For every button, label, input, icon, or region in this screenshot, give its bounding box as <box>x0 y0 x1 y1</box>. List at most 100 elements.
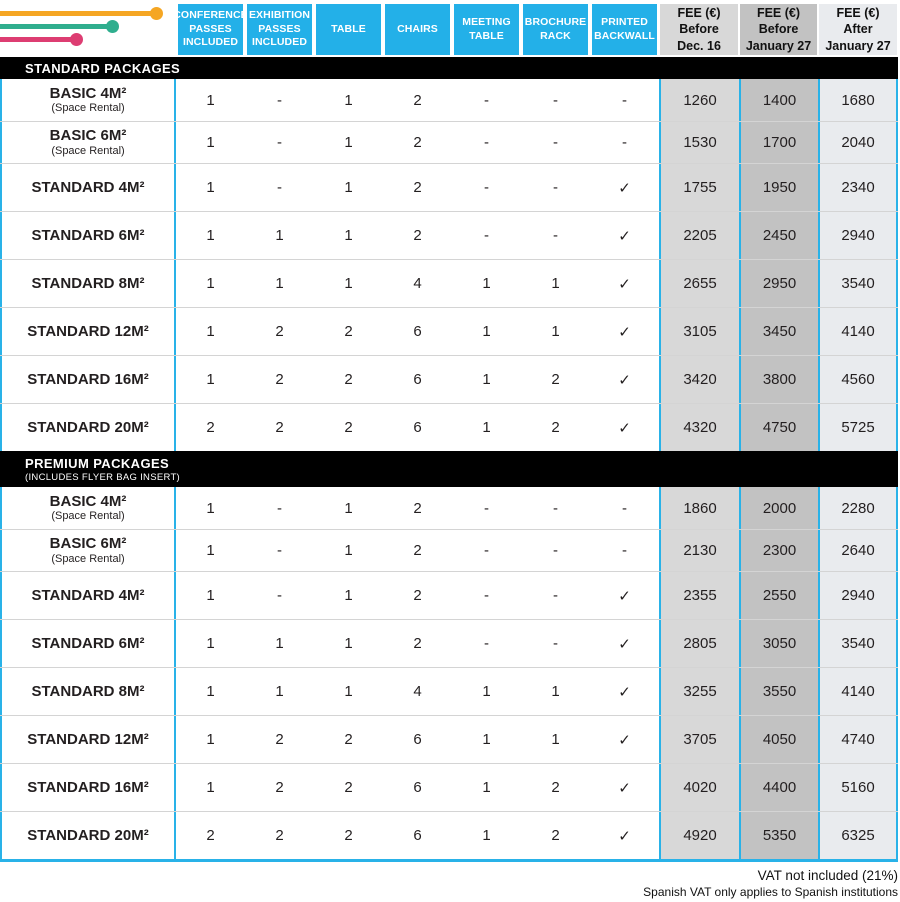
checkmark-icon: ✓ <box>618 827 631 845</box>
checkmark-icon: ✓ <box>618 587 631 605</box>
header-amenity-4: MEETING TABLE <box>454 4 519 55</box>
fee-value: 3420 <box>659 356 739 403</box>
checkmark-icon: ✓ <box>618 323 631 341</box>
amenity-value: 1 <box>206 134 215 151</box>
amenity-value: - <box>484 227 489 244</box>
fee-value: 2640 <box>818 530 898 571</box>
amenity-value: 1 <box>275 227 284 244</box>
amenity-value: - <box>622 91 627 109</box>
amenity-value: 2 <box>551 419 560 436</box>
package-name: STANDARD 4M² <box>31 178 145 196</box>
checkmark-icon: ✓ <box>618 179 631 197</box>
checkmark-icon: ✓ <box>618 731 631 749</box>
amenity-value: 1 <box>206 542 215 559</box>
fee-value: 5725 <box>818 404 898 451</box>
package-name-cell: STANDARD 20M² <box>0 404 176 451</box>
amenity-value: 1 <box>206 683 215 700</box>
amenity-value: 6 <box>413 419 422 436</box>
fee-value: 1260 <box>659 79 739 121</box>
amenity-value: - <box>277 134 282 151</box>
header-fee-0: FEE (€) Before Dec. 16 <box>660 4 738 55</box>
amenity-value: - <box>553 179 558 196</box>
amenity-value: 6 <box>413 731 422 748</box>
fee-value: 3105 <box>659 308 739 355</box>
package-name-cell: STANDARD 4M² <box>0 164 176 211</box>
fee-value: 2280 <box>818 487 898 529</box>
amenity-value: - <box>622 499 627 517</box>
fee-value: 2550 <box>739 572 818 619</box>
amenity-value: 2 <box>551 371 560 388</box>
section-subtitle: (INCLUDES FLYER BAG INSERT) <box>25 471 181 483</box>
amenity-value: - <box>553 635 558 652</box>
amenity-value: - <box>553 499 558 517</box>
amenity-value: 1 <box>344 275 353 292</box>
table-row: STANDARD 20M² 2 2 2 6 1 2 ✓ 4920 5350 6325 <box>0 811 898 859</box>
footer: VAT not included (21%) Spanish VAT only … <box>0 862 898 901</box>
amenity-value: - <box>553 227 558 244</box>
fee-value: 2950 <box>739 260 818 307</box>
package-name: BASIC 6M² <box>49 127 127 145</box>
amenity-value: 1 <box>482 419 491 436</box>
fee-value: 2655 <box>659 260 739 307</box>
amenity-value: 1 <box>482 731 491 748</box>
amenity-value: 1 <box>482 275 491 292</box>
checkmark-icon: ✓ <box>618 275 631 293</box>
amenity-value: 2 <box>275 731 284 748</box>
amenity-value: 1 <box>344 499 353 517</box>
amenity-value: - <box>622 134 627 151</box>
header-amenity-1: EXHIBITION PASSES INCLUDED <box>247 4 312 55</box>
amenity-value: 1 <box>275 635 284 652</box>
package-name-cell: BASIC 6M² (Space Rental) <box>0 122 176 163</box>
amenity-value: 1 <box>275 683 284 700</box>
fee-value: 2940 <box>818 572 898 619</box>
fee-value: 2805 <box>659 620 739 667</box>
decoration-dot-orange <box>150 7 163 20</box>
package-name-cell: STANDARD 6M² <box>0 212 176 259</box>
amenity-value: 1 <box>551 683 560 700</box>
amenity-value: 2 <box>344 731 353 748</box>
amenity-value: 6 <box>413 779 422 796</box>
checkmark-icon: ✓ <box>618 779 631 797</box>
amenity-value: 1 <box>344 587 353 604</box>
section-band: PREMIUM PACKAGES (INCLUDES FLYER BAG INSE… <box>0 451 898 487</box>
fee-value: 1700 <box>739 122 818 163</box>
table-bottom-border <box>0 859 898 862</box>
amenity-value: 4 <box>413 275 422 292</box>
amenity-value: 2 <box>344 323 353 340</box>
fee-value: 4050 <box>739 716 818 763</box>
amenity-value: - <box>484 542 489 559</box>
fee-value: 1400 <box>739 79 818 121</box>
package-name: BASIC 6M² <box>49 535 127 553</box>
package-name-cell: STANDARD 20M² <box>0 812 176 859</box>
fee-value: 4320 <box>659 404 739 451</box>
fee-value: 4140 <box>818 668 898 715</box>
amenity-value: - <box>484 134 489 151</box>
amenity-value: - <box>277 499 282 517</box>
amenity-value: 6 <box>413 323 422 340</box>
amenity-value: 1 <box>344 134 353 151</box>
amenity-value: 1 <box>344 683 353 700</box>
table-row: STANDARD 8M² 1 1 1 4 1 1 ✓ 2655 2950 3540 <box>0 259 898 307</box>
decoration-dot-pink <box>70 33 83 46</box>
header-amenity-5: BROCHURE RACK <box>523 4 588 55</box>
amenity-value: 2 <box>275 323 284 340</box>
table-row: STANDARD 16M² 1 2 2 6 1 2 ✓ 3420 3800 4560 <box>0 355 898 403</box>
amenity-value: 1 <box>551 323 560 340</box>
fee-value: 4740 <box>818 716 898 763</box>
package-name: STANDARD 20M² <box>27 826 149 844</box>
fee-value: 3800 <box>739 356 818 403</box>
decoration-line-orange <box>0 11 152 16</box>
amenity-value: 2 <box>551 827 560 844</box>
amenity-value: 2 <box>413 227 422 244</box>
header-fee-2: FEE (€) After January 27 <box>819 4 897 55</box>
fee-value: 2450 <box>739 212 818 259</box>
amenity-value: - <box>484 91 489 109</box>
amenity-value: 1 <box>206 635 215 652</box>
amenity-value: 2 <box>275 371 284 388</box>
amenity-value: 1 <box>206 587 215 604</box>
fee-value: 3050 <box>739 620 818 667</box>
table-row: STANDARD 12M² 1 2 2 6 1 1 ✓ 3705 4050 4740 <box>0 715 898 763</box>
table-row: STANDARD 4M² 1 - 1 2 - - ✓ 1755 1950 2340 <box>0 163 898 211</box>
amenity-value: 2 <box>413 134 422 151</box>
amenity-value: 2 <box>413 91 422 109</box>
